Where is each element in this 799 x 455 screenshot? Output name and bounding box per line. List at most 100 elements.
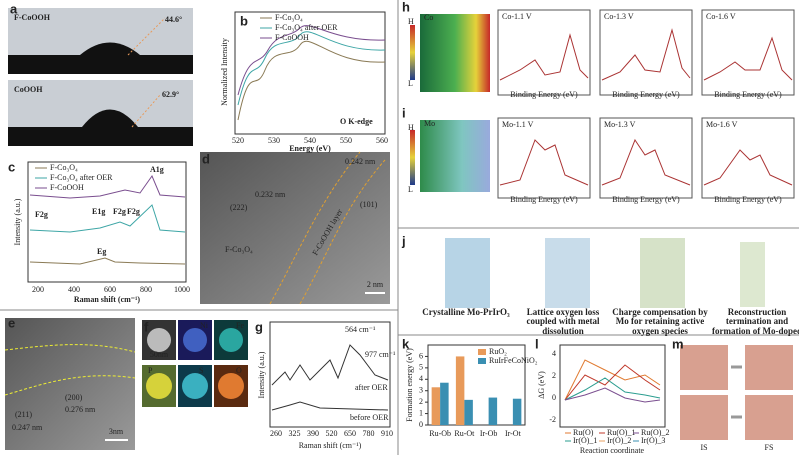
caption: Lattice oxygen loss coupled with metal d… [526,308,600,336]
x-tick-label: 780 [363,429,375,438]
angle-line [131,94,161,128]
particle [146,373,172,399]
panel-label: k [402,336,410,351]
peak-label: 564 cm⁻¹ [345,325,376,334]
bar [440,382,449,425]
curve [237,31,386,106]
panel-label: c [8,159,15,174]
xps-curves [499,28,793,186]
curve [271,401,389,411]
scale-label: L [408,79,413,88]
subpanel-title: Mo-1.1 V [502,120,534,129]
plot-frame [27,161,187,283]
legend-entry: Ir(O)_2 [607,436,631,445]
angle-line [127,17,166,56]
xps-frames [497,9,795,199]
y-tick-label: 1 [419,408,423,417]
plot-frame [234,11,386,135]
y-tick-label: 4 [552,349,556,358]
trace-label: after OER [355,383,388,392]
colorbar [410,130,415,185]
particle [183,328,207,352]
legend-entry: Ru(O)_2 [641,428,669,437]
legend-entry: Ir(O)_3 [641,436,665,445]
panel-label: i [402,105,406,120]
x-tick-label: 530 [268,136,280,145]
x-axis-label: Binding Energy (eV) [714,195,782,204]
phase: F-Co₃O₄ [225,245,253,254]
x-axis-label: Energy (eV) [289,144,331,153]
element: Mo [424,119,435,128]
curve [29,174,186,199]
panel-label: a [10,1,18,16]
crystal-models [445,238,765,308]
x-tick-label: 540 [304,136,316,145]
droplet [82,109,138,127]
peak-label: E1g [92,207,105,216]
y-tick-label: 0 [419,420,423,429]
plane: (211) [15,410,32,419]
caption-box: Reconstruction termination and formation… [712,308,799,336]
spacing: 0.232 nm [255,190,286,199]
scale-label: 3nm [109,427,124,436]
y-axis-label: Intensity (a.u.) [13,198,22,245]
legend-entry: F-Co₃O₄ after OER [50,173,113,182]
subpanel-title: Mo-1.3 V [604,120,636,129]
y-tick-label: 5 [419,363,423,372]
tem-image [200,152,390,304]
panel-label: l [535,336,539,351]
peak-label: Eg [97,247,106,256]
x-tick-label: 650 [344,429,356,438]
bar [488,397,498,425]
legend-entry: F-Co₃O₄ [275,13,303,22]
x-tick-label: 400 [68,285,80,294]
panel-label: e [8,315,15,330]
legend-entry: Ru(O)_1 [607,428,635,437]
photo-substrate [8,55,193,74]
x-tick-label: Ru-Ob [429,429,451,438]
panel-label: d [202,151,210,166]
legend-swatch [478,358,486,364]
plot-frame [559,344,666,428]
plane: (222) [230,203,248,212]
scale-label: H [408,123,414,132]
caption-box: Lattice oxygen loss coupled with metal d… [526,308,600,336]
spacing: 0.247 nm [12,423,43,432]
legend-entry: F-CoOOH [50,183,84,192]
sample-name: F-CoOOH [14,13,51,22]
x-tick-label: 325 [289,429,301,438]
subpanel-title: Mo-1.6 V [706,120,738,129]
x-tick-label: 260 [270,429,282,438]
colorbar [410,25,415,80]
scale-label: H [408,17,414,26]
y-tick-label: 4 [419,374,423,383]
curve [237,40,386,121]
bar [455,356,465,425]
map-label: Fe [236,321,244,330]
curve [29,204,186,233]
peak-label: F2g [113,207,126,216]
legend-entry: F-CoOOH [275,33,309,42]
plot-frame [427,344,526,426]
spacing: 0.242 nm [345,157,376,166]
map-label: S [199,366,203,375]
x-axis-label: Binding Energy (eV) [612,90,680,99]
x-tick-label: 600 [104,285,116,294]
scale-label: 2 nm [367,280,384,289]
boundary [299,159,386,305]
sample-name: CoOOH [14,85,43,94]
panel-label: f [144,319,149,334]
y-tick-label: -2 [549,415,556,424]
legend-entry: F-Co₃O₄ [50,163,78,172]
plane: (101) [360,200,378,209]
angle: 62.9° [162,90,179,99]
bar [512,398,522,425]
y-axis-label: Formation energy (eV) [405,348,414,422]
state-label: IS [700,443,707,452]
x-tick-label: 200 [32,285,44,294]
plane: (200) [65,393,83,402]
angle: 44.6° [165,15,182,24]
x-tick-label: Ir-Ot [505,429,522,438]
